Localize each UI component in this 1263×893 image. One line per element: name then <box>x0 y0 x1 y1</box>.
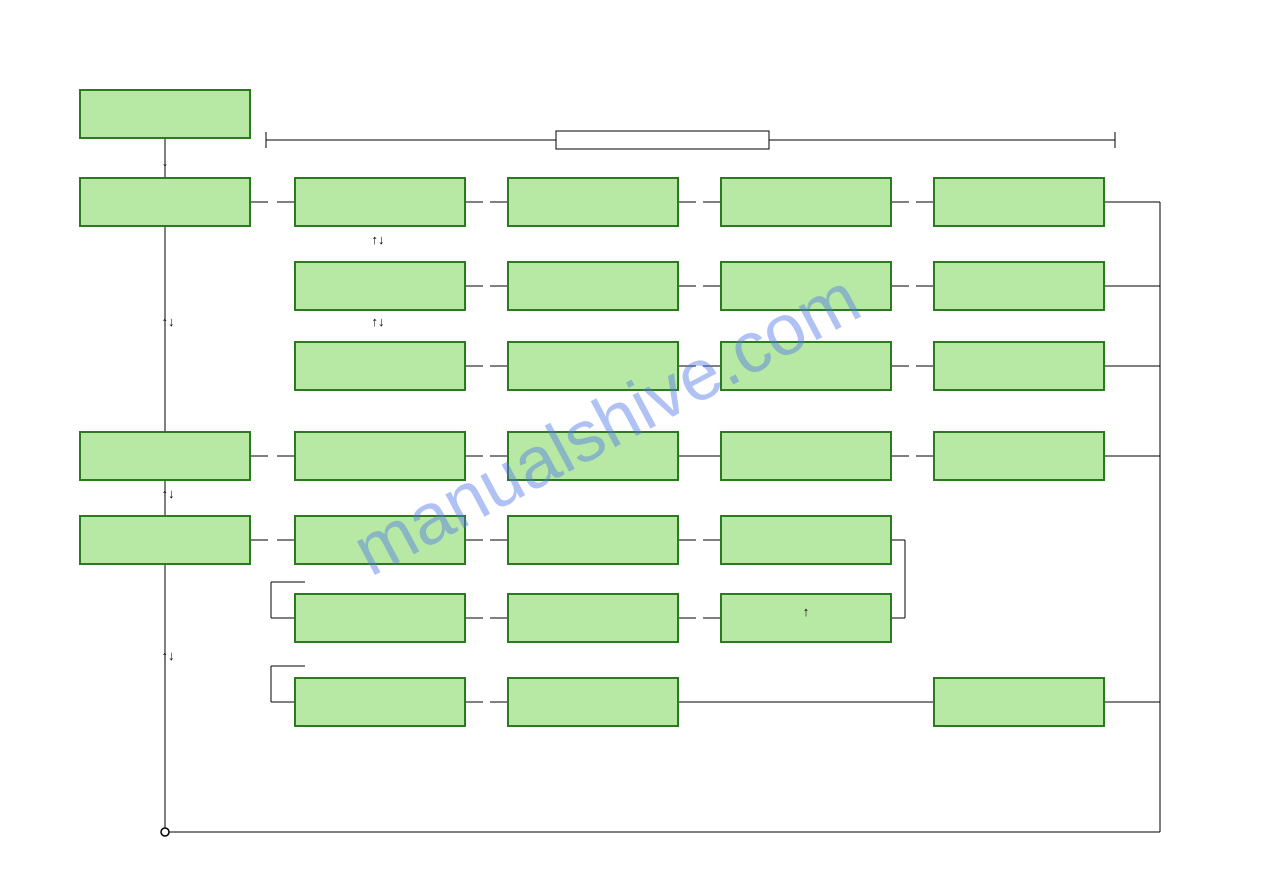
flow-node <box>508 342 678 390</box>
flow-arrow-icon: ↑↓ <box>162 314 175 329</box>
flow-node <box>721 262 891 310</box>
flow-arrow-icon: ↑↓ <box>372 232 385 247</box>
flow-node <box>295 262 465 310</box>
flow-node <box>508 678 678 726</box>
flow-arrow-icon: ↑↓ <box>162 648 175 663</box>
flow-node <box>934 178 1104 226</box>
flow-arrow-icon: ↓ <box>162 154 169 169</box>
flow-node <box>80 90 250 138</box>
flow-node <box>508 262 678 310</box>
flow-arrow-icon: ↑↓ <box>372 314 385 329</box>
flow-node <box>80 516 250 564</box>
flow-node <box>295 516 465 564</box>
flow-node <box>721 516 891 564</box>
flow-node <box>721 342 891 390</box>
flow-node <box>721 432 891 480</box>
flow-node <box>721 178 891 226</box>
flow-node <box>295 178 465 226</box>
flow-node <box>934 678 1104 726</box>
flow-arrow-icon: ↑ <box>803 604 810 619</box>
flow-node <box>80 432 250 480</box>
flow-node <box>80 178 250 226</box>
flow-node <box>508 594 678 642</box>
diagram-canvas: ↓ ↑↓ ↑↓ ↑↓ ↑↓ ↑↓ ↑ <box>0 0 1263 893</box>
flow-node <box>295 342 465 390</box>
flow-node <box>934 342 1104 390</box>
flow-node <box>508 178 678 226</box>
flow-node <box>508 432 678 480</box>
flow-arrow-icon: ↑↓ <box>162 486 175 501</box>
flow-node <box>295 678 465 726</box>
flow-node <box>508 516 678 564</box>
flow-node <box>295 594 465 642</box>
flow-node <box>934 432 1104 480</box>
flow-node <box>295 432 465 480</box>
flow-node <box>934 262 1104 310</box>
